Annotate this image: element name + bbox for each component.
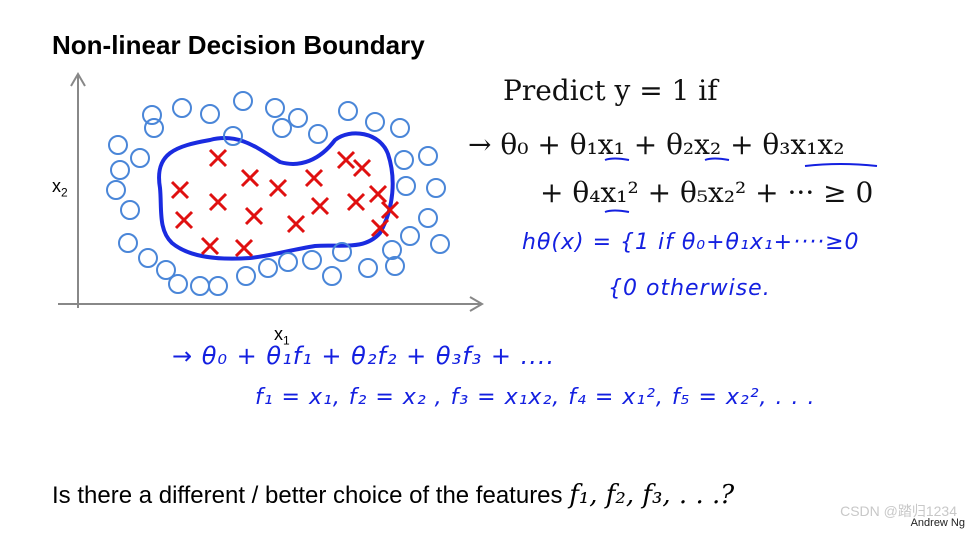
x2-axis-label: x2	[52, 176, 68, 200]
positive-example-cross	[244, 206, 264, 226]
positive-example-cross	[174, 210, 194, 230]
negative-example-circle	[382, 240, 402, 260]
slide-title: Non-linear Decision Boundary	[52, 30, 425, 60]
positive-example-cross	[380, 200, 400, 220]
features-question: Is there a different / better choice of …	[52, 480, 735, 510]
handwritten-feature-equation: → θ₀ + θ₁f₁ + θ₂f₂ + θ₃f₃ + ....	[172, 342, 556, 370]
negative-example-circle	[288, 108, 308, 128]
handwritten-h-otherwise: {0 otherwise.	[608, 276, 771, 301]
negative-example-circle	[396, 176, 416, 196]
negative-example-circle	[302, 250, 322, 270]
negative-examples	[106, 91, 450, 296]
hypothesis-equation-1: → θ₀ + θ₁x₁ + θ₂x₂ + θ₃x₁x₂	[468, 128, 845, 161]
predict-line: Predict y = 1 if	[503, 74, 718, 107]
negative-example-circle	[426, 178, 446, 198]
negative-example-circle	[358, 258, 378, 278]
negative-example-circle	[365, 112, 385, 132]
negative-example-circle	[120, 200, 140, 220]
author-credit: Andrew Ng	[910, 517, 965, 529]
negative-example-circle	[272, 118, 292, 138]
negative-example-circle	[208, 276, 228, 296]
handwritten-feature-definitions: f₁ = x₁, f₂ = x₂ , f₃ = x₁x₂, f₄ = x₁², …	[255, 385, 816, 410]
watermark: CSDN @踏归1234	[840, 503, 957, 519]
negative-example-circle	[223, 126, 243, 146]
negative-example-circle	[130, 148, 150, 168]
positive-example-cross	[240, 168, 260, 188]
positive-example-cross	[208, 148, 228, 168]
handwritten-h-definition: hθ(x) = {1 if θ₀+θ₁x₁+····≥0	[522, 230, 860, 255]
negative-example-circle	[418, 146, 438, 166]
y-axis-arrow	[70, 72, 86, 87]
negative-example-circle	[138, 248, 158, 268]
negative-example-circle	[110, 160, 130, 180]
positive-examples	[170, 148, 400, 258]
negative-example-circle	[236, 266, 256, 286]
decision-boundary-plot	[58, 72, 484, 312]
negative-example-circle	[108, 135, 128, 155]
hypothesis-equation-2: + θ₄x₁² + θ₅x₂² + ··· ≥ 0	[540, 176, 874, 209]
negative-example-circle	[156, 260, 176, 280]
negative-example-circle	[390, 118, 410, 138]
negative-example-circle	[144, 118, 164, 138]
negative-example-circle	[338, 101, 358, 121]
positive-example-cross	[346, 192, 366, 212]
negative-example-circle	[322, 266, 342, 286]
x-axis-arrow	[469, 296, 484, 312]
negative-example-circle	[106, 180, 126, 200]
negative-example-circle	[118, 233, 138, 253]
positive-example-cross	[368, 184, 388, 204]
negative-example-circle	[233, 91, 253, 111]
positive-example-cross	[234, 238, 254, 258]
positive-example-cross	[310, 196, 330, 216]
x1-axis-label: x1	[274, 324, 290, 348]
negative-example-circle	[430, 234, 450, 254]
positive-example-cross	[286, 214, 306, 234]
negative-example-circle	[265, 98, 285, 118]
decision-boundary	[157, 131, 395, 261]
negative-example-circle	[385, 256, 405, 276]
positive-example-cross	[208, 192, 228, 212]
negative-example-circle	[400, 226, 420, 246]
positive-example-cross	[352, 158, 372, 178]
positive-example-cross	[268, 178, 288, 198]
negative-example-circle	[278, 252, 298, 272]
negative-example-circle	[418, 208, 438, 228]
negative-example-circle	[168, 274, 188, 294]
positive-example-cross	[200, 236, 220, 256]
negative-example-circle	[142, 105, 162, 125]
positive-example-cross	[170, 180, 190, 200]
negative-example-circle	[394, 150, 414, 170]
positive-example-cross	[370, 218, 390, 238]
negative-example-circle	[332, 242, 352, 262]
negative-example-circle	[200, 104, 220, 124]
positive-example-cross	[304, 168, 324, 188]
negative-example-circle	[258, 258, 278, 278]
negative-example-circle	[172, 98, 192, 118]
positive-example-cross	[336, 150, 356, 170]
negative-example-circle	[308, 124, 328, 144]
